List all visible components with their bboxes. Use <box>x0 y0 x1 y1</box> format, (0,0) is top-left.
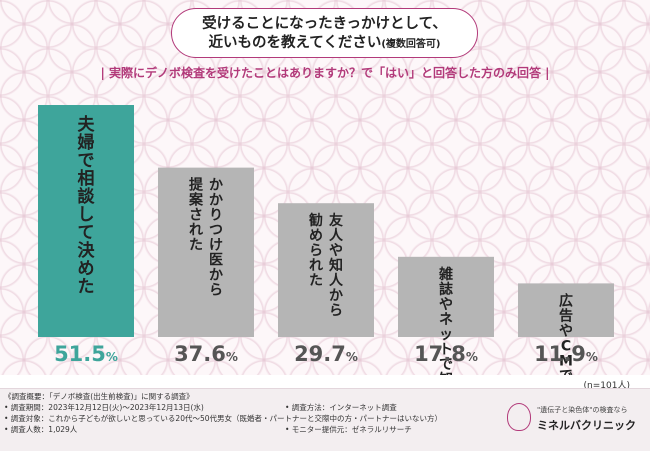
question-title-box: 受けることになったきっかけとして、 近いものを教えてください(複数回答可) <box>171 8 478 58</box>
value-label-2: 29.7% <box>278 342 374 366</box>
question-title-main: 近いものを教えてください <box>208 35 382 51</box>
bar-label-2-1: 勧められた <box>309 212 323 289</box>
bar-label-0-0: 夫婦で相談して決めた <box>77 114 96 297</box>
question-title-line2: 近いものを教えてください(複数回答可) <box>172 34 477 54</box>
bar-label-1-0: かかりつけ医から <box>209 178 223 299</box>
value-number-2: 29.7 <box>294 342 346 366</box>
clinic-logo-icon <box>507 403 531 431</box>
sample-size-note: (n=101人) <box>583 381 630 391</box>
bar-label-2-0: 友人や知人から <box>329 212 344 319</box>
value-unit-0: % <box>105 350 118 364</box>
value-unit-3: % <box>465 350 478 364</box>
bar-label-3-0: 雑誌やネットで知った <box>438 266 453 375</box>
survey-period: • 調査期間：2023年12月12日(火)～2023年12月13日(水) <box>4 403 204 412</box>
value-label-3: 17.8% <box>398 342 494 366</box>
bar-0 <box>38 105 134 337</box>
clinic-logo: "遺伝子と染色体"の検査なら ミネルバクリニック <box>507 399 647 439</box>
value-number-1: 37.6 <box>174 342 226 366</box>
survey-method: • 調査方法：インターネット調査 <box>285 403 397 412</box>
survey-target: • 調査対象：これから子どもが欲しいと思っている20代～50代男女（既婚者・パー… <box>4 414 443 423</box>
survey-overview: 《調査概要：「デノボ検査(出生前検査)」に関する調査》 <box>4 392 194 401</box>
value-label-0: 51.5% <box>38 342 134 366</box>
bar-3 <box>398 256 494 337</box>
value-number-0: 51.5 <box>54 342 106 366</box>
question-title-line1: 受けることになったきっかけとして、 <box>202 16 447 32</box>
bar-label-1-1: 提案された <box>188 178 204 254</box>
value-unit-2: % <box>345 350 358 364</box>
bar-2 <box>278 203 374 337</box>
value-unit-4: % <box>585 350 598 364</box>
survey-provider: • モニター提供元：ゼネラルリサーチ <box>285 425 412 434</box>
bar-1 <box>158 167 254 337</box>
survey-count: • 調査人数：1,029人 <box>4 425 78 434</box>
bar-chart: 夫婦で相談して決めた かかりつけ医から提案された 友人や知人から勧められた雑誌やネッ… <box>38 105 614 375</box>
bar-label-4-0: 広告やCMで知った <box>559 292 573 375</box>
value-unit-1: % <box>225 350 238 364</box>
clinic-logo-name: ミネルバクリニック <box>537 419 636 432</box>
value-number-4: 11.9 <box>534 342 586 366</box>
clinic-logo-tagline: "遺伝子と染色体"の検査なら <box>537 406 628 414</box>
value-label-4: 11.9% <box>518 342 614 366</box>
survey-footer: 《調査概要：「デノボ検査(出生前検査)」に関する調査》 • 調査期間：2023年… <box>0 388 650 451</box>
question-title-note: (複数回答可) <box>381 39 441 50</box>
bar-4 <box>518 283 614 337</box>
value-label-1: 37.6% <box>158 342 254 366</box>
value-number-3: 17.8 <box>414 342 466 366</box>
question-subtitle: | 実際にデノボ検査を受けたことはありますか？で「はい」と回答した方のみ回答 | <box>100 66 550 80</box>
